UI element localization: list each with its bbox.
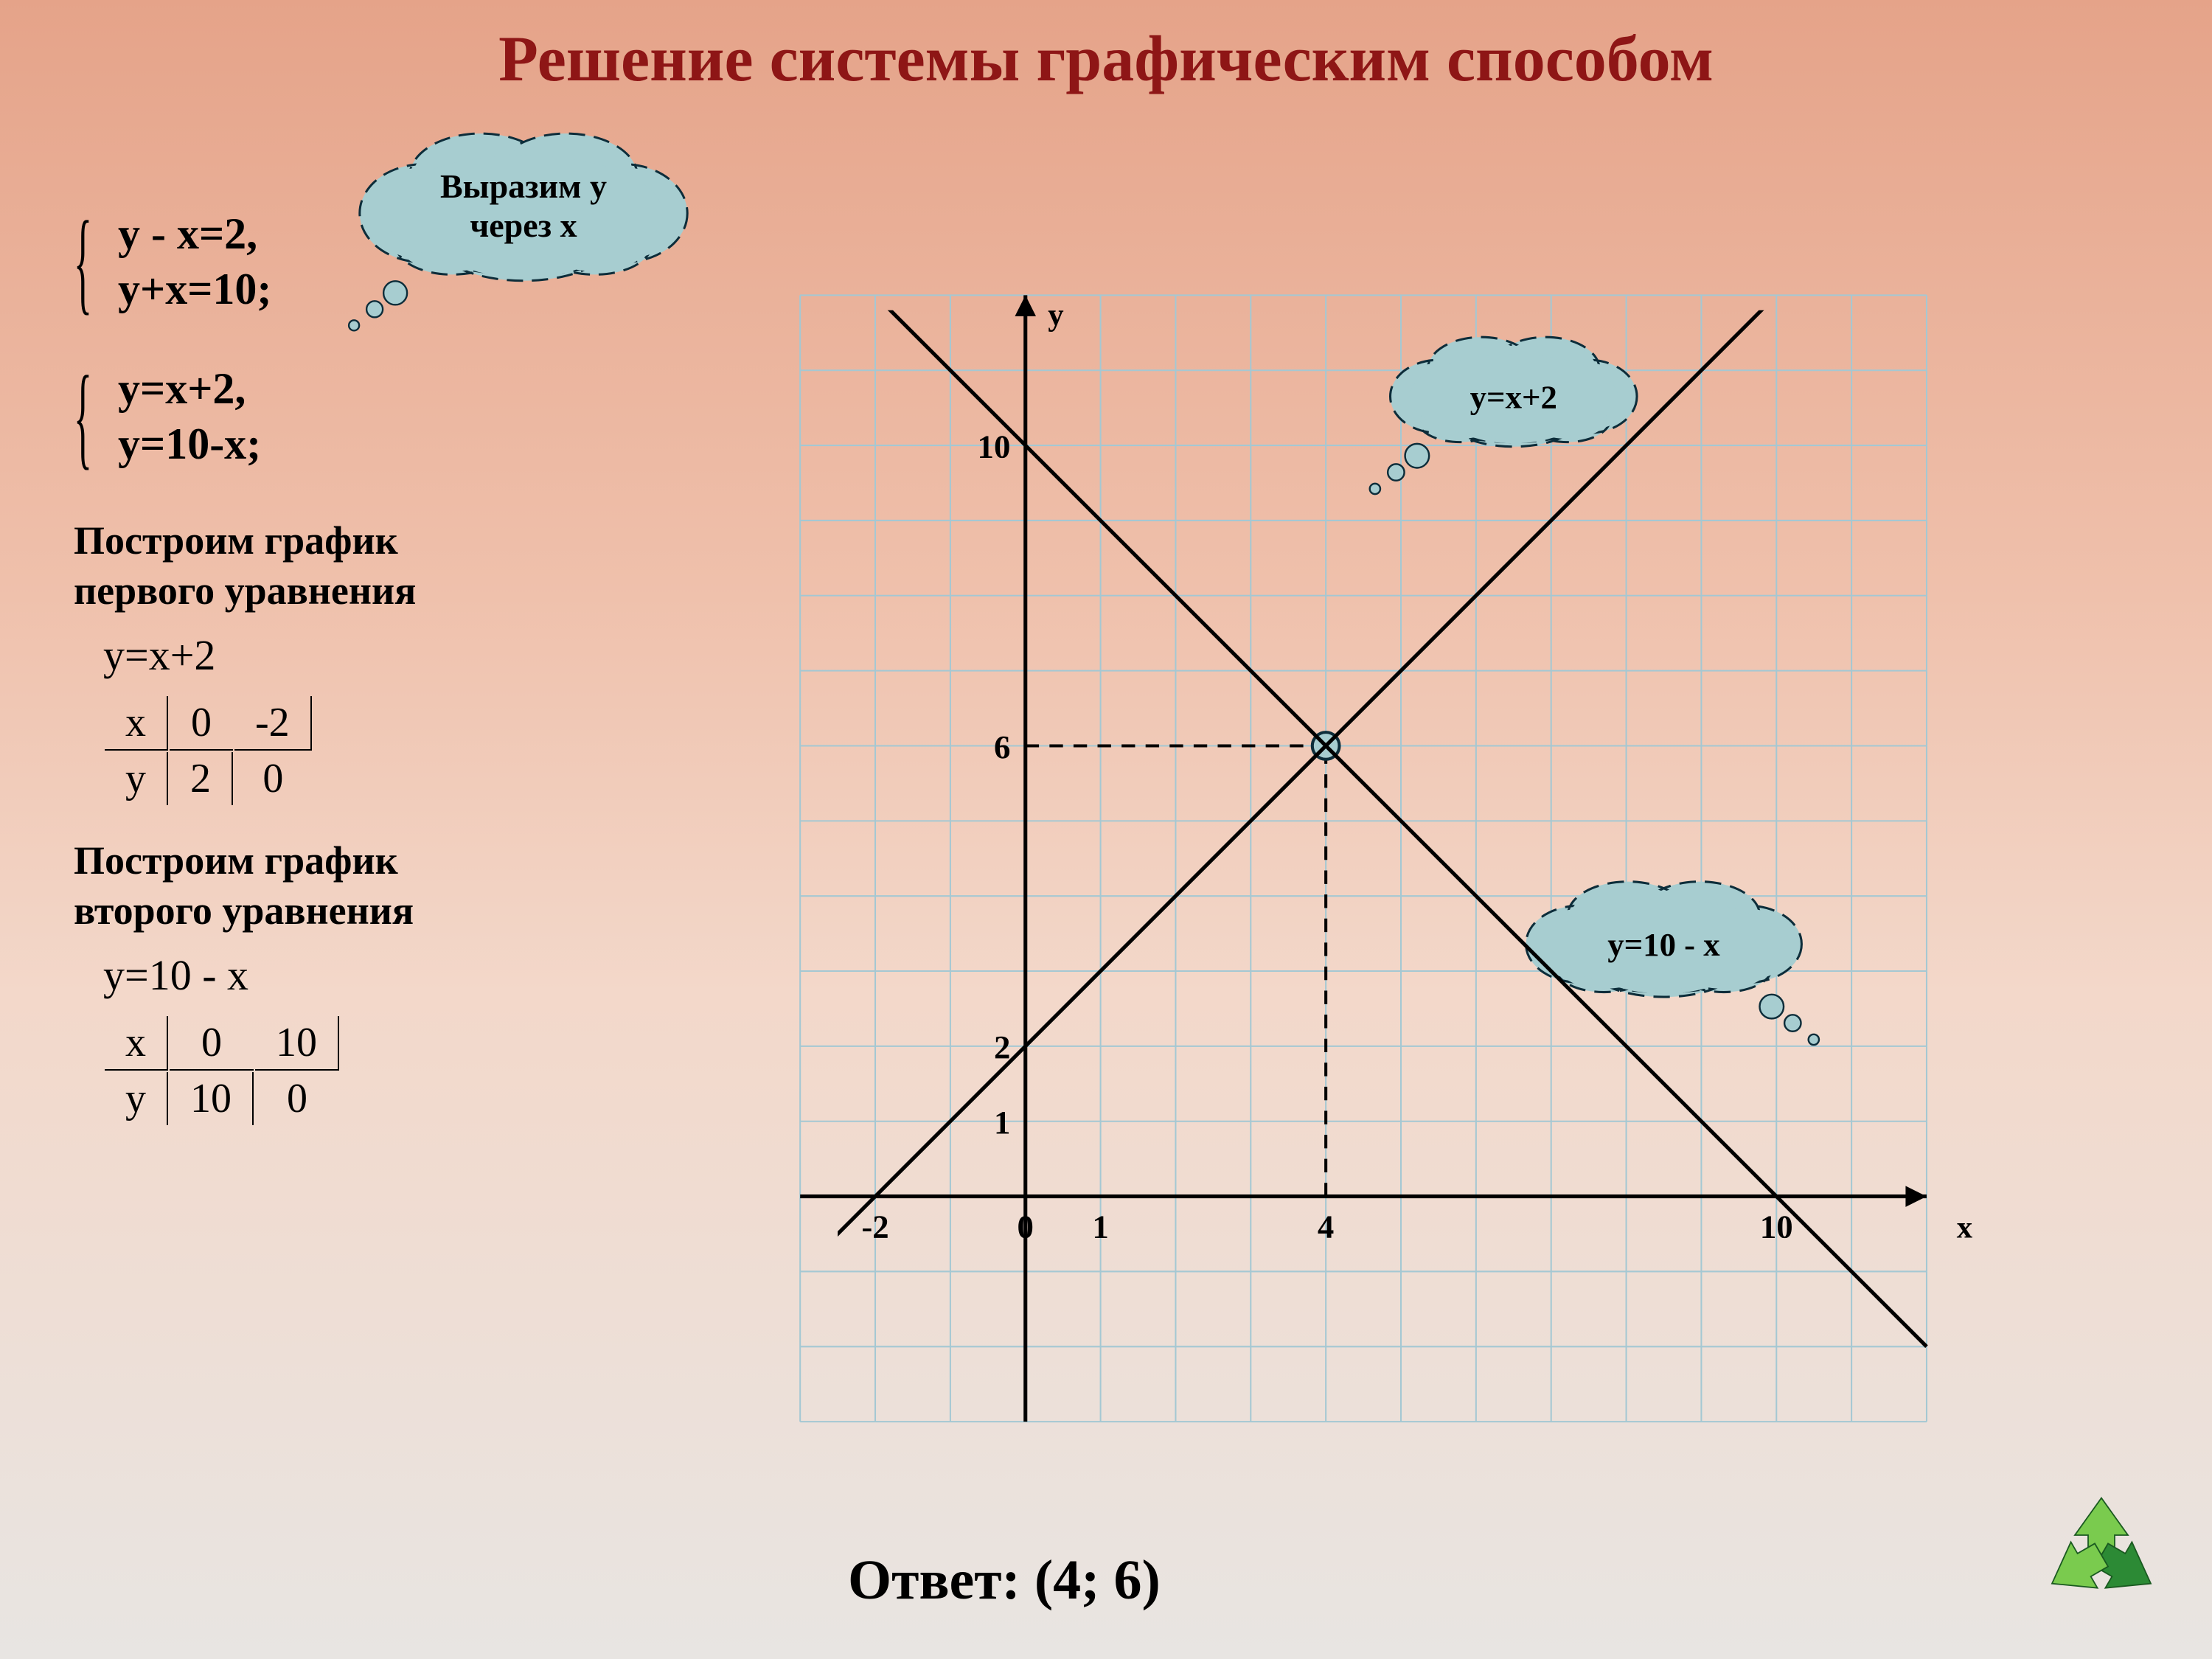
svg-text:y=10 - x: y=10 - x [1607, 926, 1720, 963]
system-transformed: { y=x+2, y=10-x; [74, 361, 678, 472]
step2-label: Построим графиквторого уравнения [74, 836, 678, 936]
svg-text:10: 10 [978, 428, 1011, 465]
t2-c2: 10 [255, 1016, 339, 1071]
t1-c1: 0 [170, 696, 233, 751]
step1-eq: y=x+2 [103, 630, 678, 680]
svg-text:x: x [1957, 1211, 1973, 1245]
t2-c3: 10 [170, 1072, 254, 1125]
cloud-express: Выразим yчерез x [354, 133, 693, 324]
svg-text:4: 4 [1318, 1208, 1334, 1245]
chart: -2 0 1 4 10 1 2 6 10 x y y=x+2 y=10 - x [737, 280, 2065, 1497]
t1-c4: 0 [234, 752, 312, 805]
t1-c2: -2 [234, 696, 312, 751]
eq2-1: y=x+2, [118, 361, 678, 417]
svg-text:1: 1 [1092, 1208, 1108, 1245]
svg-text:y=x+2: y=x+2 [1470, 378, 1557, 415]
svg-text:0: 0 [1018, 1208, 1034, 1245]
svg-text:-2: -2 [861, 1208, 888, 1245]
cloud-express-text: Выразим yчерез x [354, 133, 693, 324]
t1-y: y [105, 752, 168, 805]
brace-icon: { [74, 195, 92, 328]
svg-text:y: y [1048, 298, 1063, 333]
svg-text:2: 2 [994, 1029, 1010, 1065]
t2-x: x [105, 1016, 168, 1071]
svg-text:10: 10 [1760, 1208, 1793, 1245]
t2-c4: 0 [255, 1072, 339, 1125]
brace-icon: { [74, 350, 92, 483]
t1-x: x [105, 696, 168, 751]
t2-y: y [105, 1072, 168, 1125]
t2-c1: 0 [170, 1016, 254, 1071]
recycle-icon [2035, 1482, 2168, 1615]
eq2-2: y=10-x; [118, 417, 678, 472]
step1-table: x 0 -2 y 2 0 [103, 695, 313, 807]
page-title: Решение системы графическим способом [0, 22, 2212, 97]
svg-text:6: 6 [994, 728, 1010, 765]
step2-table: x 0 10 y 10 0 [103, 1015, 341, 1127]
step2-eq: y=10 - x [103, 950, 678, 1000]
answer-text: Ответ: (4; 6) [848, 1548, 1161, 1613]
left-column: { y - x=2, y+x=10; { y=x+2, y=10-x; Пост… [74, 206, 678, 1127]
t1-c3: 2 [170, 752, 233, 805]
svg-text:1: 1 [994, 1104, 1010, 1141]
step1-label: Построим графикпервого уравнения [74, 516, 678, 616]
